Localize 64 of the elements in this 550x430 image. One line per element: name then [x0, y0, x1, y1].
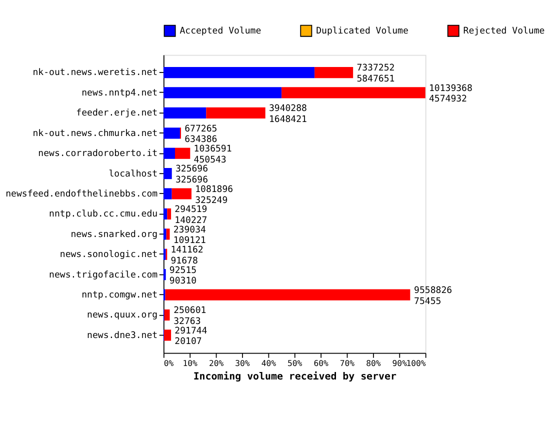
annotation: 3940288 1648421 [268, 104, 307, 125]
bar [163, 107, 206, 118]
bar [163, 248, 166, 260]
annotation: 291744 20107 [174, 326, 208, 348]
y-tick-label: nk-out.news.weretis.net [32, 68, 158, 78]
bar [163, 188, 172, 200]
y-tick-label: news.corradoroberto.it [38, 149, 158, 160]
annotation: 141162 91678 [170, 246, 204, 266]
bar [282, 87, 426, 98]
x-tick-label: 60% [314, 358, 328, 368]
bar [163, 208, 168, 220]
bar [163, 87, 282, 98]
x-tick-label: 80% [366, 358, 381, 368]
annotation: 10139368 4574932 [428, 84, 472, 105]
annotation: 9558826 75455 [414, 286, 452, 307]
bar [172, 188, 192, 200]
annotation: 1081896 325249 [195, 184, 234, 206]
y-tick-label: newsfeed.endofthelinebbs.com [6, 189, 158, 200]
annotation: 239034 109121 [173, 225, 206, 246]
x-tick-label: 70% [340, 358, 355, 368]
x-tick-label: 100% [406, 358, 426, 368]
legend-label: Accepted Volume [180, 26, 262, 37]
x-tick-label: 90% [392, 358, 408, 368]
legend-label: Rejected Volume [463, 26, 545, 37]
bar [163, 168, 172, 180]
bar [164, 309, 170, 321]
y-tick-label: news.sonologic.net [60, 250, 158, 260]
annotation: 7337252 5847651 [356, 64, 395, 85]
x-tick-label: 10% [182, 358, 198, 368]
x-axis-title: Incoming volume received by server [193, 370, 396, 383]
bar [174, 148, 190, 159]
y-tick-label: news.dne3.net [87, 330, 158, 341]
x-tick-label: 0% [164, 358, 174, 368]
y-tick-label: nntp.comgw.net [82, 290, 158, 300]
annotation: 1036591 450543 [194, 144, 232, 166]
annotation: 250601 32763 [174, 306, 206, 328]
bar [163, 228, 166, 240]
y-tick-label: news.quux.org [87, 310, 158, 321]
y-tick-label: localhost [108, 169, 158, 180]
bar [164, 330, 172, 341]
bar [314, 66, 354, 78]
bar [163, 128, 180, 139]
y-tick-label: feeder.erje.net [76, 108, 158, 119]
annotation: 325696 325696 [175, 164, 208, 186]
y-tick-label: news.nntp4.net [82, 88, 158, 98]
legend-label: Duplicated Volume [316, 26, 408, 37]
y-tick-label: news.trigofacile.com [49, 270, 158, 280]
bar [206, 107, 266, 118]
bar [163, 269, 166, 280]
y-tick-label: nntp.club.cc.cmu.edu [49, 210, 158, 220]
bar [163, 66, 315, 78]
y-tick-label: nk-out.news.chmurka.net [32, 128, 158, 139]
bar [167, 208, 172, 220]
bar [166, 228, 170, 240]
annotation: 92515 90310 [169, 266, 197, 287]
annotation: 294519 140227 [174, 205, 208, 226]
y-tick-label: news.snarked.org [70, 230, 158, 240]
x-tick-label: 50% [288, 358, 302, 368]
x-tick-label: 20% [208, 358, 224, 368]
annotation: 677265 634386 [184, 124, 218, 146]
x-tick-label: 40% [261, 358, 276, 368]
bar [163, 148, 175, 159]
x-tick-label: 30% [235, 358, 250, 368]
bar [165, 289, 410, 300]
